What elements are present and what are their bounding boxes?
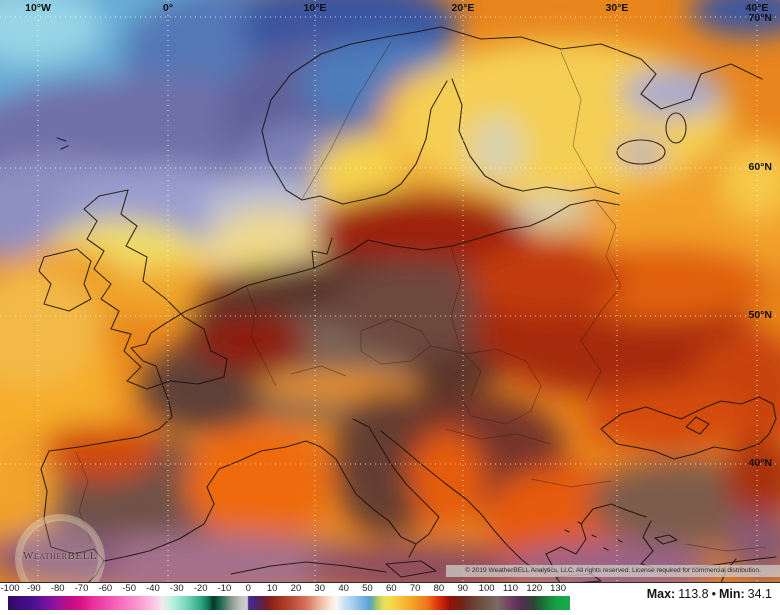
- colorbar-tick: 10: [266, 583, 278, 594]
- weatherbell-watermark: WeatherBELL: [14, 513, 106, 582]
- lon-label: 10°E: [303, 2, 327, 14]
- colorbar-tick: -70: [74, 583, 89, 594]
- temperature-blobs: [0, 0, 780, 582]
- max-label: Max:: [646, 587, 676, 601]
- colorbar-tick: 130: [550, 583, 567, 594]
- lat-label: 50°N: [748, 309, 772, 321]
- colorbar-tick: 60: [385, 583, 397, 594]
- colorbar-tick: -30: [169, 583, 184, 594]
- europe-temperature-map: 10°W 0° 10°E 20°E 30°E 40°E 70°N 60°N 50°N 40°N …: [0, 0, 780, 583]
- colorbar-tick: -80: [50, 583, 65, 594]
- watermark-text: WeatherBELL: [22, 550, 98, 562]
- colorbar-tick: -20: [193, 583, 208, 594]
- min-label: Min:: [718, 587, 745, 601]
- colorbar-tick: 70: [409, 583, 421, 594]
- colorbar-tick: 90: [457, 583, 469, 594]
- colorbar-tick: 120: [526, 583, 543, 594]
- lon-label: 20°E: [451, 2, 475, 14]
- lat-label: 40°N: [748, 457, 772, 469]
- colorbar-tick: -60: [98, 583, 113, 594]
- lon-label: 10°W: [25, 2, 51, 14]
- colorbar-tick: -90: [26, 583, 41, 594]
- country-borders: [75, 41, 767, 552]
- colorbar-tick: -40: [146, 583, 160, 594]
- colorbar-tick: -100: [0, 583, 20, 594]
- watermark-globe: [17, 516, 103, 582]
- colorbar-tick: 80: [433, 583, 445, 594]
- lat-label: 60°N: [748, 161, 772, 173]
- lon-label: 30°E: [605, 2, 629, 14]
- colorbar-area: -100 -90 -80 -70 -60 -50 -40 -30 -20 -10 0 10 20 30 40…: [0, 583, 780, 615]
- colorbar-tick: 20: [290, 583, 302, 594]
- separator-dot: •: [711, 587, 716, 601]
- colorbar-tick: 50: [362, 583, 373, 594]
- colorbar-tick: 40: [338, 583, 349, 594]
- copyright-strip: © 2019 WeatherBELL Analytics, LLC. All r…: [446, 565, 780, 577]
- lat-label: 70°N: [748, 12, 772, 24]
- colorbar-tick: 100: [478, 583, 495, 594]
- max-value: 113.8: [678, 587, 709, 601]
- temperature-colorbar: [8, 596, 570, 610]
- colorbar-tick: 30: [314, 583, 326, 594]
- colorbar-tick: -50: [122, 583, 137, 594]
- colorbar-tick: 0: [245, 583, 251, 594]
- lon-label: 40°E: [745, 2, 769, 14]
- lon-label: 0°: [162, 2, 174, 14]
- min-value: 34.1: [747, 587, 772, 601]
- colorbar-tick: -10: [217, 583, 232, 594]
- colorbar-tick: 110: [502, 583, 518, 594]
- lat-lon-grid: [0, 0, 780, 582]
- max-min-stats: Max: 113.8 • Min: 34.1: [644, 587, 772, 601]
- temperature-field-graphic: [0, 0, 780, 582]
